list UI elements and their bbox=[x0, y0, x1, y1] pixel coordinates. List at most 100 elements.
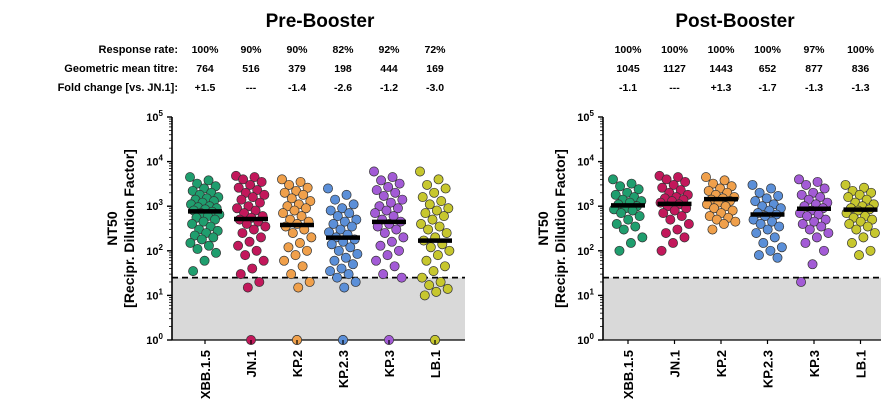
data-point bbox=[424, 280, 435, 291]
data-point bbox=[626, 178, 637, 189]
data-point bbox=[329, 255, 340, 266]
data-point bbox=[630, 221, 641, 232]
y-tick-label: 103 bbox=[146, 198, 163, 213]
data-point bbox=[287, 228, 298, 239]
data-point bbox=[661, 174, 672, 185]
data-point bbox=[390, 187, 401, 198]
data-point bbox=[796, 189, 807, 200]
category-label: KP.2 bbox=[714, 350, 729, 377]
fold-change-value: +1.5 bbox=[195, 82, 216, 94]
data-point bbox=[434, 221, 445, 232]
data-point bbox=[616, 208, 627, 219]
data-point bbox=[851, 224, 862, 235]
y-tick-label: 102 bbox=[577, 243, 594, 258]
gmt-value: 1443 bbox=[709, 63, 733, 75]
data-point bbox=[306, 232, 317, 243]
chart-title: Post-Booster bbox=[675, 11, 795, 32]
data-point bbox=[345, 242, 356, 253]
data-point bbox=[187, 218, 198, 229]
gmt-value: 444 bbox=[380, 63, 398, 75]
data-point bbox=[665, 214, 676, 225]
data-point bbox=[767, 216, 778, 227]
data-point bbox=[804, 224, 815, 235]
data-point bbox=[432, 250, 443, 261]
data-point bbox=[750, 196, 761, 207]
y-tick-exponent: 3 bbox=[590, 198, 595, 207]
data-point bbox=[657, 182, 668, 193]
gmt-value: 169 bbox=[426, 63, 444, 75]
data-point bbox=[843, 192, 854, 203]
data-point bbox=[800, 237, 811, 248]
data-point bbox=[672, 224, 683, 235]
data-point bbox=[188, 266, 199, 277]
fold-change-value: -1.3 bbox=[805, 82, 823, 94]
data-point bbox=[673, 172, 683, 183]
data-point bbox=[256, 232, 266, 243]
y-tick-exponent: 2 bbox=[159, 243, 164, 252]
data-point bbox=[680, 176, 691, 187]
stat-row-label: Response rate: bbox=[99, 44, 178, 56]
data-point bbox=[812, 176, 823, 187]
fold-change-value: -2.6 bbox=[334, 82, 352, 94]
data-point bbox=[252, 185, 263, 196]
response-rate-value: 100% bbox=[615, 44, 643, 56]
data-point bbox=[625, 237, 636, 248]
data-point bbox=[211, 247, 221, 258]
data-point bbox=[283, 242, 294, 253]
data-point bbox=[819, 245, 829, 256]
data-point bbox=[185, 172, 195, 183]
gmt-value: 516 bbox=[242, 63, 260, 75]
data-point bbox=[396, 272, 407, 283]
data-point bbox=[298, 189, 309, 200]
data-point bbox=[415, 166, 425, 177]
data-point bbox=[286, 193, 297, 204]
data-point bbox=[423, 224, 434, 235]
data-point bbox=[417, 192, 428, 203]
category-label: KP.2.3 bbox=[336, 350, 351, 388]
data-point bbox=[302, 182, 313, 193]
data-point bbox=[751, 228, 762, 239]
data-point bbox=[185, 237, 196, 248]
y-tick-exponent: 0 bbox=[159, 332, 164, 341]
data-point bbox=[379, 228, 390, 239]
y-axis-label: [Recipr. Dilution Factor] bbox=[552, 149, 568, 308]
y-tick-exponent: 5 bbox=[590, 109, 595, 118]
data-point bbox=[383, 182, 394, 192]
data-point bbox=[378, 190, 389, 201]
fold-change-value: -1.3 bbox=[851, 82, 869, 94]
data-point bbox=[623, 214, 634, 225]
data-point bbox=[333, 245, 344, 256]
data-point bbox=[614, 245, 625, 256]
data-point bbox=[290, 250, 301, 261]
data-point bbox=[772, 252, 783, 263]
data-point bbox=[286, 269, 297, 280]
stat-row-label: Fold change [vs. JN.1]: bbox=[58, 82, 178, 94]
data-point bbox=[801, 179, 812, 190]
data-point bbox=[730, 216, 741, 227]
y-tick-base: 10 bbox=[146, 246, 158, 258]
data-point bbox=[247, 192, 258, 203]
y-tick-base: 10 bbox=[146, 335, 158, 347]
data-point bbox=[429, 187, 440, 198]
data-point bbox=[295, 176, 306, 187]
data-point bbox=[378, 269, 389, 280]
data-point bbox=[676, 211, 687, 222]
data-point bbox=[344, 208, 355, 219]
data-point bbox=[440, 261, 450, 272]
data-point bbox=[846, 237, 857, 248]
data-point bbox=[348, 199, 359, 210]
data-point bbox=[433, 174, 444, 185]
data-point bbox=[255, 197, 265, 208]
category-label: KP.2 bbox=[290, 350, 305, 377]
data-point bbox=[386, 236, 397, 247]
data-point bbox=[420, 208, 431, 219]
data-point bbox=[198, 216, 209, 227]
data-point bbox=[196, 234, 207, 245]
y-tick-exponent: 0 bbox=[590, 332, 595, 341]
y-tick-exponent: 1 bbox=[590, 287, 595, 296]
category-label: XBB.1.5 bbox=[198, 350, 213, 399]
data-point bbox=[278, 208, 288, 219]
data-point bbox=[199, 255, 210, 266]
data-point bbox=[296, 211, 307, 222]
